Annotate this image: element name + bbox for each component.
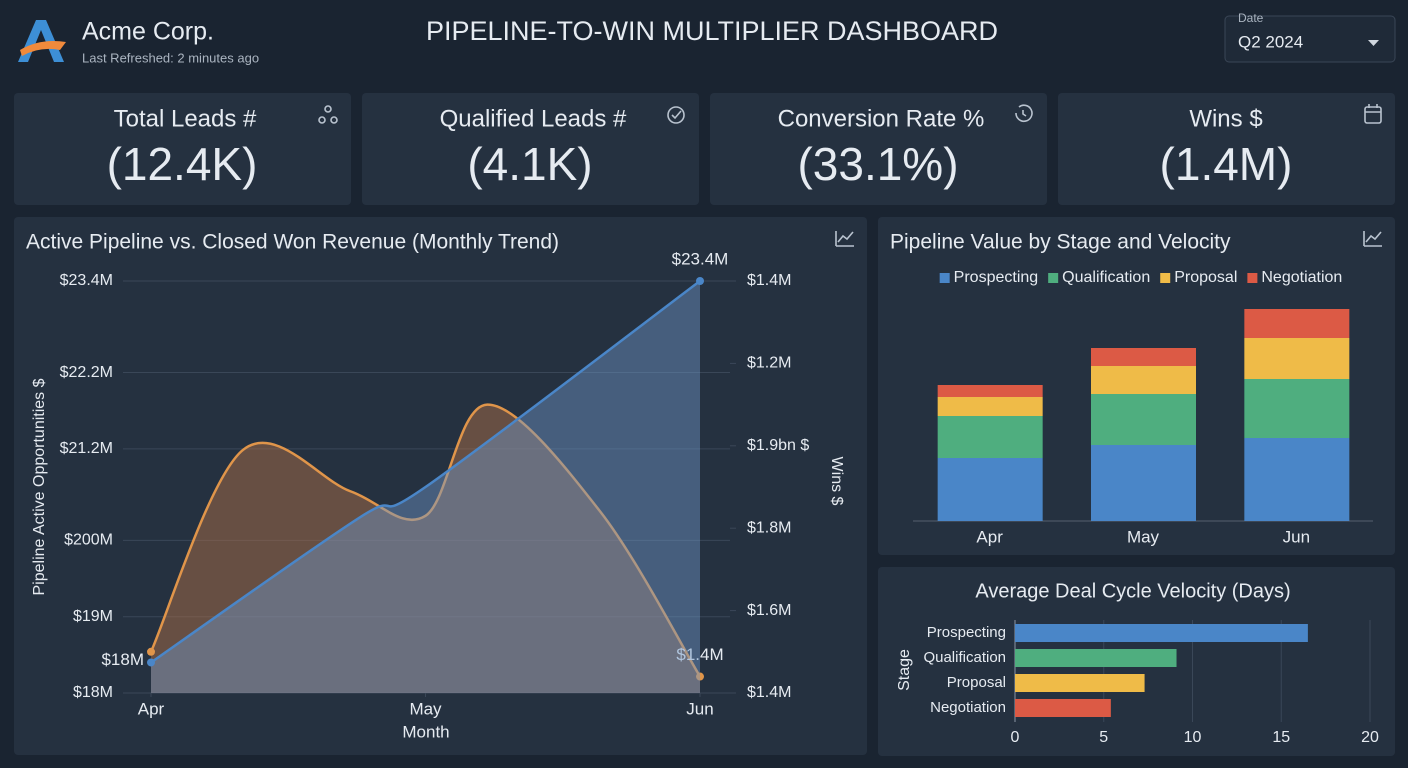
chart-icon	[835, 231, 854, 247]
y-tick-label: Prospecting	[927, 624, 1006, 641]
kpi-icon	[1015, 104, 1033, 123]
bar-segment	[1091, 366, 1196, 394]
y-tick-label: Proposal	[947, 674, 1006, 691]
y-axis-label: Pipeline Active Opportunities $	[31, 378, 48, 595]
kpi-card: Wins $ (1.4M)	[1058, 93, 1395, 205]
bar-segment	[1244, 309, 1350, 338]
y2-tick-label: $1.6M	[747, 602, 791, 619]
x-axis-label: Month	[402, 722, 449, 741]
line	[149, 403, 702, 678]
legend-swatch	[939, 273, 950, 283]
legend-swatch	[1160, 273, 1171, 283]
dashboard-title: PIPELINE-TO-WIN MULTIPLIER DASHBOARD	[426, 16, 998, 46]
bar-segment	[1091, 394, 1196, 445]
kpi-icon	[1364, 104, 1382, 124]
y-tick-label: Qualification	[923, 649, 1006, 666]
bar	[1015, 649, 1177, 667]
bar-segment	[937, 458, 1043, 521]
y2-tick-label: $1.4M	[747, 272, 791, 289]
y-tick-label: $18M	[73, 684, 113, 701]
x-tick-label: May	[1127, 527, 1160, 546]
legend-label: Qualification	[1062, 269, 1150, 286]
x-tick-label: Apr	[976, 527, 1003, 546]
y-tick-label: $23.4M	[60, 272, 113, 289]
kpi-label: Wins $	[1189, 105, 1262, 132]
x-tick-label: 0	[1011, 729, 1020, 746]
kpi-label: Total Leads #	[114, 105, 257, 132]
logo	[18, 20, 66, 62]
y2-axis-label: Wins $	[828, 457, 845, 506]
x-tick-label: Jun	[686, 699, 713, 718]
point	[147, 658, 155, 667]
bar	[1015, 699, 1111, 717]
x-tick-label: 20	[1361, 729, 1379, 746]
kpi-card: Total Leads # (12.4K)	[14, 93, 351, 205]
bar-segment	[1244, 379, 1350, 438]
chart-title: Average Deal Cycle Velocity (Days)	[975, 580, 1290, 602]
y2-tick-label: $1.4M	[747, 684, 791, 701]
y-tick-label: $19M	[73, 608, 113, 625]
kpi-label: Qualified Leads #	[440, 105, 627, 132]
dropdown-arrow	[1368, 40, 1379, 46]
bar-segment	[937, 385, 1043, 397]
y-tick-label: $22.2M	[60, 364, 113, 381]
bar-segment	[1091, 348, 1196, 366]
kpi-card: Qualified Leads # (4.1K)	[362, 93, 699, 205]
data-label: $18M	[101, 650, 144, 669]
company-name: Acme Corp.	[82, 18, 214, 46]
date-value: Q2 2024	[1238, 32, 1303, 51]
kpi-value: (12.4K)	[107, 138, 258, 190]
x-tick-label: May	[409, 699, 442, 718]
y-tick-label: $21.2M	[60, 440, 113, 457]
kpi-icon	[318, 105, 338, 124]
point	[147, 647, 155, 656]
kpi-value: (33.1%)	[797, 138, 958, 190]
bar	[1015, 674, 1145, 692]
x-tick-label: Jun	[1283, 527, 1310, 546]
x-tick-label: Apr	[138, 699, 165, 718]
bar-segment	[1244, 438, 1350, 521]
kpi-value: (4.1K)	[467, 138, 592, 190]
line	[150, 280, 701, 664]
bar-segment	[1244, 338, 1350, 379]
area	[151, 404, 700, 693]
chart-icon	[1363, 231, 1382, 247]
y2-tick-label: $1.9bn $	[747, 437, 809, 454]
y2-tick-label: $1.8M	[747, 519, 791, 536]
y-tick-label: $200M	[64, 532, 113, 549]
date-dropdown[interactable]: Date Q2 2024	[1224, 11, 1396, 63]
y2-tick-label: $1.2M	[747, 355, 791, 372]
bar-segment	[937, 397, 1043, 416]
refresh-time: Last Refreshed: 2 minutes ago	[82, 50, 259, 65]
date-label: Date	[1238, 11, 1264, 25]
bar-segment	[937, 416, 1043, 458]
data-label: $23.4M	[672, 249, 729, 268]
point	[696, 277, 704, 285]
y-tick-label: Negotiation	[930, 699, 1006, 716]
bar	[1015, 624, 1308, 642]
kpi-label: Conversion Rate %	[778, 105, 985, 132]
kpi-value: (1.4M)	[1160, 138, 1293, 190]
legend-label: Prospecting	[954, 269, 1039, 286]
kpi-card: Conversion Rate % (33.1%)	[710, 93, 1047, 205]
kpi-icon	[667, 106, 685, 124]
point	[696, 672, 704, 681]
x-tick-label: 10	[1184, 729, 1202, 746]
legend-label: Negotiation	[1261, 269, 1342, 286]
legend-swatch	[1048, 273, 1059, 283]
y-axis-label: Stage	[896, 649, 913, 691]
legend-label: Proposal	[1174, 269, 1237, 286]
chart-title: Active Pipeline vs. Closed Won Revenue (…	[26, 231, 559, 254]
chart-title: Pipeline Value by Stage and Velocity	[890, 231, 1231, 254]
legend-swatch	[1247, 273, 1258, 283]
x-tick-label: 15	[1272, 729, 1290, 746]
data-label: $1.4M	[676, 645, 723, 664]
bar-segment	[1091, 445, 1196, 521]
x-tick-label: 5	[1099, 729, 1108, 746]
